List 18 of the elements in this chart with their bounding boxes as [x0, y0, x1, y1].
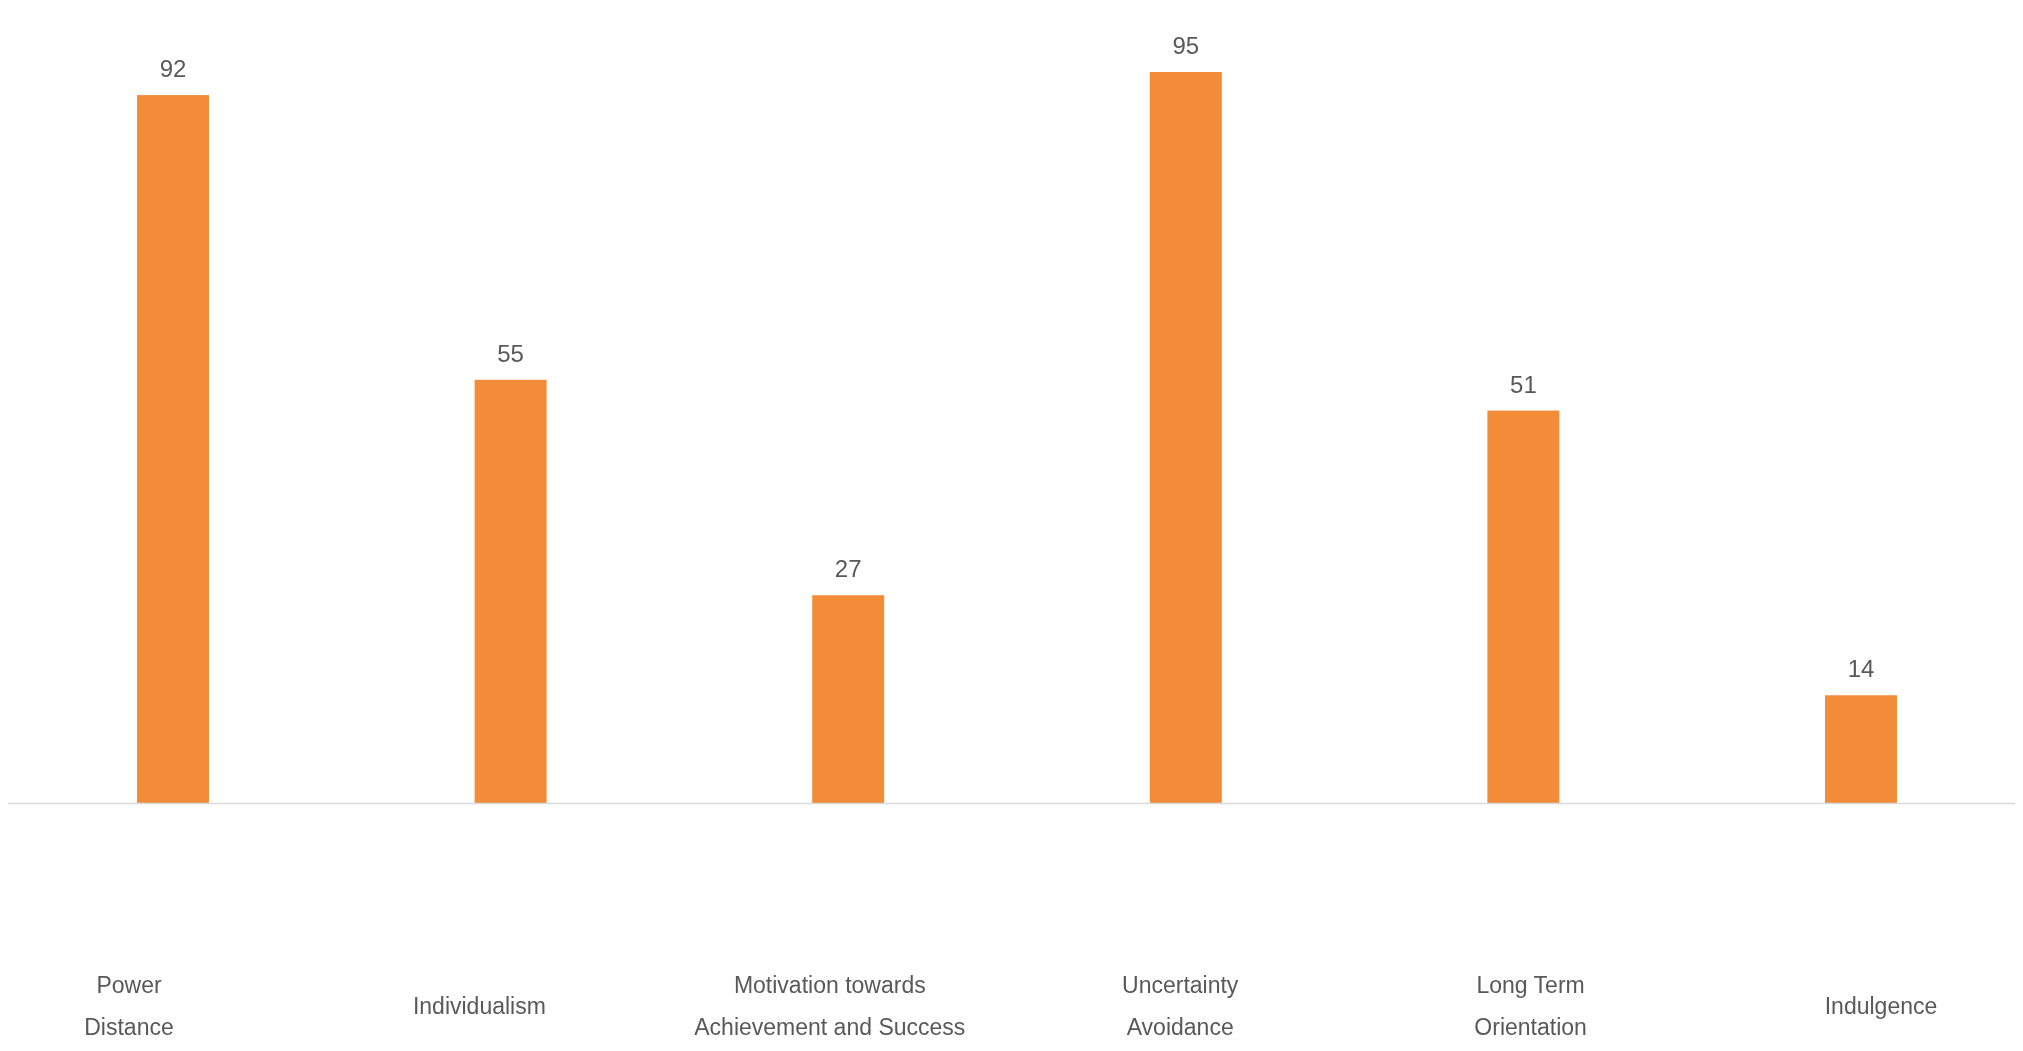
bar [1487, 410, 1560, 803]
data-label: 51 [1510, 370, 1537, 398]
data-label: 55 [497, 339, 524, 367]
data-label: 27 [834, 555, 862, 583]
bar [137, 95, 209, 803]
x-tick-label: Individualism [412, 993, 546, 1019]
data-label: 95 [1172, 32, 1200, 59]
x-tick-label: Motivation towards Achievement and Success [694, 972, 966, 1040]
bar [1149, 72, 1222, 803]
bar [1825, 695, 1897, 803]
x-tick-label: Power Distance [84, 972, 174, 1040]
x-tick-label: Long Term Orientation [1474, 972, 1587, 1040]
x-tick-label: Indulgence [1824, 993, 1938, 1019]
x-tick-label: Uncertainty Avoidance [1122, 972, 1239, 1040]
data-label: 92 [159, 55, 187, 83]
data-label: 14 [1847, 655, 1875, 683]
bar [474, 379, 547, 803]
bar [812, 595, 885, 803]
